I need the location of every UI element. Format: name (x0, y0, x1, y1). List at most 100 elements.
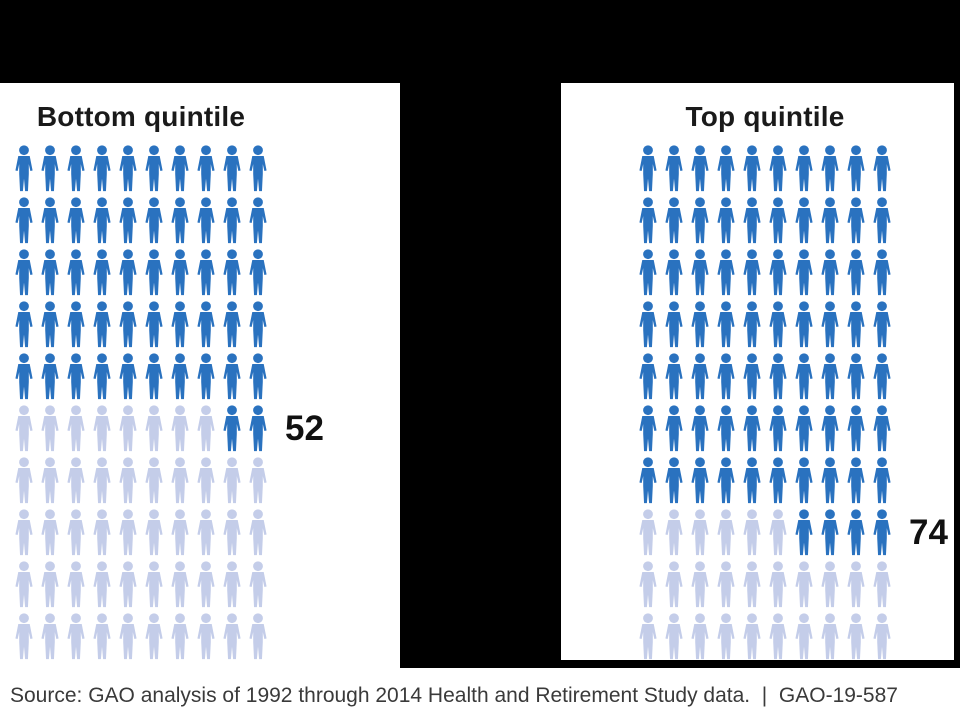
person-icon (847, 509, 865, 556)
person-icon (249, 509, 267, 556)
person-icon (67, 301, 85, 348)
person-icon (821, 561, 839, 608)
person-icon (41, 249, 59, 296)
bottom-quintile-panel: Bottom quintile 52 (0, 83, 400, 727)
person-icon (717, 561, 735, 608)
person-icon (223, 457, 241, 504)
icon-grid: 52 (12, 145, 324, 665)
person-icon (639, 509, 657, 556)
person-icon (639, 249, 657, 296)
person-icon (145, 249, 163, 296)
person-icon (249, 613, 267, 660)
person-icon (67, 145, 85, 192)
person-icon (249, 197, 267, 244)
person-icon (249, 301, 267, 348)
person-icon (769, 145, 787, 192)
person-icon (691, 145, 709, 192)
person-icon (93, 509, 111, 556)
person-icon (717, 301, 735, 348)
person-icon (743, 509, 761, 556)
person-icon (15, 561, 33, 608)
person-icon (223, 197, 241, 244)
person-icon (847, 613, 865, 660)
person-icon (119, 457, 137, 504)
icon-row (636, 197, 948, 244)
person-icon (67, 561, 85, 608)
person-icon (847, 249, 865, 296)
person-icon (639, 301, 657, 348)
person-icon (93, 249, 111, 296)
person-icon (145, 405, 163, 452)
person-icon (769, 353, 787, 400)
person-icon (873, 145, 891, 192)
person-icon (41, 145, 59, 192)
person-icon (665, 405, 683, 452)
person-icon (639, 197, 657, 244)
person-icon (171, 561, 189, 608)
person-icon (717, 145, 735, 192)
person-icon (639, 613, 657, 660)
person-icon (769, 197, 787, 244)
person-icon (873, 405, 891, 452)
person-icon (691, 197, 709, 244)
icon-row (12, 613, 324, 660)
person-icon (15, 145, 33, 192)
person-icon (717, 405, 735, 452)
person-icon (197, 197, 215, 244)
person-icon (145, 613, 163, 660)
person-icon (665, 197, 683, 244)
person-icon (223, 509, 241, 556)
person-icon (873, 301, 891, 348)
person-icon (249, 405, 267, 452)
person-icon (795, 353, 813, 400)
person-icon (119, 249, 137, 296)
person-icon (847, 561, 865, 608)
value-label: 52 (285, 409, 324, 448)
person-icon (743, 249, 761, 296)
person-icon (665, 353, 683, 400)
person-icon (821, 457, 839, 504)
person-icon (873, 197, 891, 244)
person-icon (119, 301, 137, 348)
icon-row (12, 301, 324, 348)
person-icon (145, 197, 163, 244)
person-icon (171, 509, 189, 556)
person-icon (639, 145, 657, 192)
person-icon (223, 353, 241, 400)
person-icon (639, 353, 657, 400)
person-icon (145, 353, 163, 400)
top-quintile-panel: Top quintile 74 (561, 83, 954, 660)
person-icon (15, 353, 33, 400)
person-icon (41, 301, 59, 348)
person-icon (743, 405, 761, 452)
person-icon (93, 353, 111, 400)
person-icon (41, 613, 59, 660)
value-label: 74 (909, 513, 948, 552)
person-icon (15, 457, 33, 504)
person-icon (119, 613, 137, 660)
person-icon (15, 301, 33, 348)
person-icon (743, 353, 761, 400)
person-icon (197, 353, 215, 400)
person-icon (717, 197, 735, 244)
icon-row (636, 457, 948, 504)
person-icon (795, 145, 813, 192)
person-icon (197, 405, 215, 452)
person-icon (795, 561, 813, 608)
person-icon (665, 145, 683, 192)
person-icon (873, 613, 891, 660)
person-icon (41, 561, 59, 608)
person-icon (795, 509, 813, 556)
person-icon (821, 197, 839, 244)
panel-title-bottom-quintile: Bottom quintile (36, 101, 246, 132)
person-icon (67, 249, 85, 296)
person-icon (717, 613, 735, 660)
person-icon (795, 405, 813, 452)
person-icon (197, 509, 215, 556)
person-icon (119, 509, 137, 556)
icon-row (12, 145, 324, 192)
source-note: Source: GAO analysis of 1992 through 201… (10, 684, 898, 707)
person-icon (769, 561, 787, 608)
person-icon (743, 197, 761, 244)
